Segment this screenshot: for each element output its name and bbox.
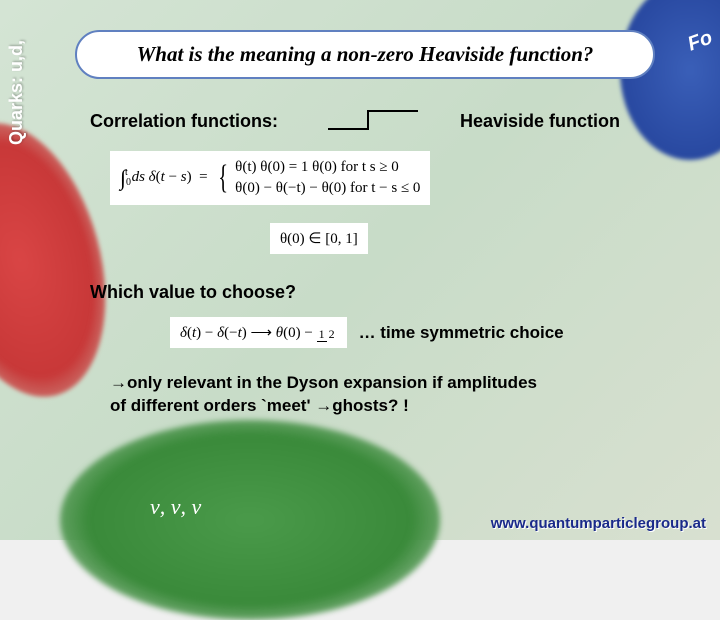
frac-den: 2: [327, 327, 337, 341]
arrow-icon: →: [315, 396, 332, 415]
correlation-label: Correlation functions:: [90, 111, 278, 132]
arrow-icon: →: [110, 373, 127, 392]
conclusion-line1: only relevant in the Dyson expansion if …: [127, 373, 537, 392]
conclusion-line2b: ghosts? !: [332, 396, 409, 415]
slide-title: What is the meaning a non-zero Heaviside…: [137, 42, 594, 66]
frac-num: 1: [317, 327, 327, 342]
heaviside-label: Heaviside function: [460, 111, 620, 132]
title-pill: What is the meaning a non-zero Heaviside…: [75, 30, 655, 79]
conclusion-text: →only relevant in the Dyson expansion if…: [110, 372, 640, 418]
equation-case1: θ(t) θ(0) = 1 θ(0) for t s ≥ 0: [235, 157, 420, 178]
equation-theta-range: θ(0) ∈ [0, 1]: [270, 223, 368, 254]
equation-integral: ∫0t ds δ(t − s) = { θ(t) θ(0) = 1 θ(0) f…: [110, 151, 430, 205]
which-value-label: Which value to choose?: [90, 282, 680, 303]
equation-case2: θ(0) − θ(−t) − θ(0) for t − s ≤ 0: [235, 178, 420, 199]
time-symmetric-label: … time symmetric choice: [359, 323, 564, 343]
slide-content: What is the meaning a non-zero Heaviside…: [0, 0, 720, 540]
labels-row: Correlation functions: Heaviside functio…: [90, 109, 650, 133]
equation-delta-sym: δ(t) − δ(−t) ⟶ θ(0) − 12: [170, 317, 347, 348]
step-function-icon: [328, 109, 420, 133]
footer-url: www.quantumparticlegroup.at: [491, 515, 706, 532]
conclusion-line2a: of different orders `meet': [110, 396, 315, 415]
